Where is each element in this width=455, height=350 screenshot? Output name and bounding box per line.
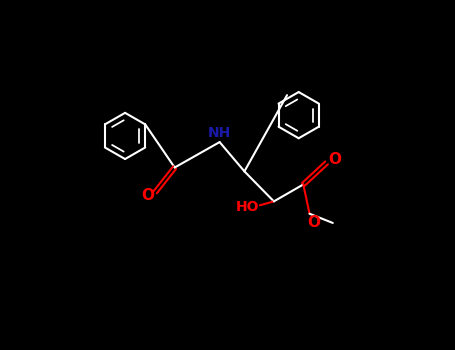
Text: HO: HO — [236, 200, 259, 214]
Text: NH: NH — [208, 126, 231, 140]
Text: O: O — [141, 188, 154, 203]
Text: O: O — [307, 216, 320, 230]
Text: O: O — [328, 152, 341, 167]
